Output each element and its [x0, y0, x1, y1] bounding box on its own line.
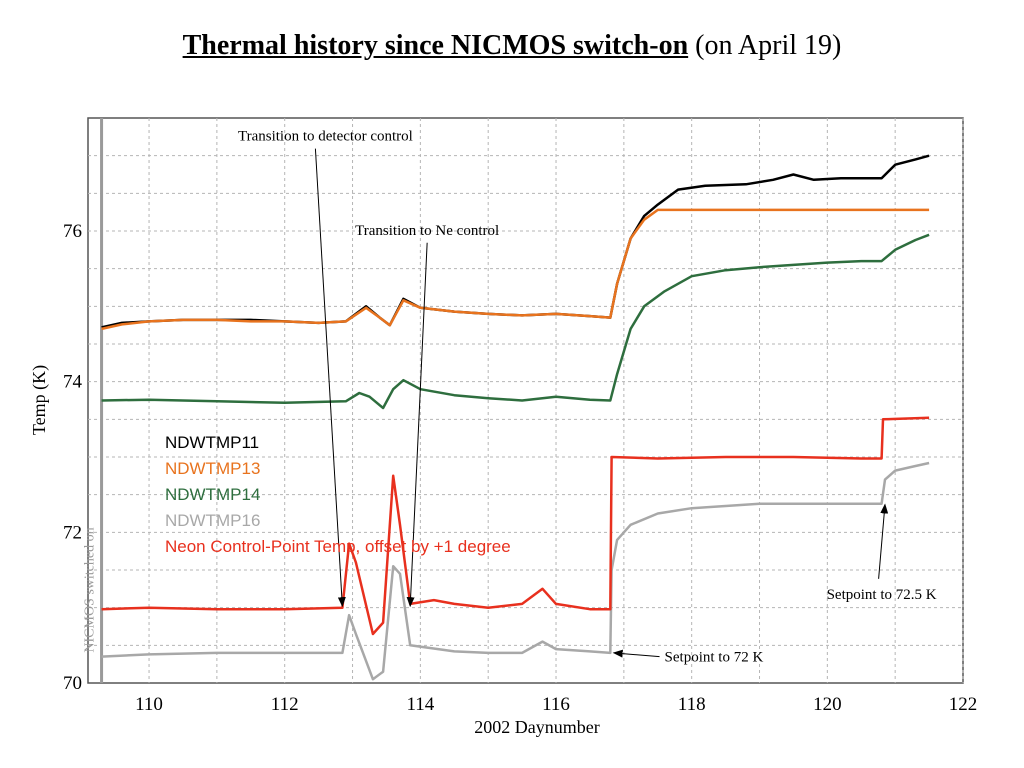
legend-entry: NDWTMP11 [165, 433, 259, 452]
x-tick-label: 114 [406, 694, 434, 715]
x-tick-label: 110 [135, 694, 163, 715]
annotation-layer: Transition to detector control Transition… [238, 129, 937, 666]
marker-layer: NICMOS switched on [83, 118, 104, 683]
tick-layer: 110 112 114 116 118 120 122 70 72 74 76 [63, 221, 977, 715]
legend-entry: NDWTMP16 [165, 511, 260, 530]
series-line [101, 208, 930, 331]
legend: NDWTMP11 NDWTMP13 NDWTMP14 NDWTMP16 Neon Con… [165, 433, 511, 556]
slide-title-main: Thermal history since NICMOS switch-on [182, 30, 689, 61]
series-line [101, 233, 930, 410]
annotation-arrow [878, 503, 889, 579]
x-tick-label: 118 [678, 694, 706, 715]
legend-entry: Neon Control-Point Temp, offset by +1 de… [165, 537, 511, 556]
series-layer [101, 154, 930, 681]
annotation-label: Setpoint to 72 K [665, 650, 764, 666]
y-axis-label: Temp (K) [29, 365, 50, 435]
x-tick-label: 120 [813, 694, 842, 715]
x-tick-label: 112 [271, 694, 299, 715]
annotation-label: Setpoint to 72.5 K [827, 587, 937, 603]
annotation-arrow [314, 148, 346, 608]
y-tick-label: 76 [63, 221, 82, 242]
slide-title-suffix: (on April 19) [688, 30, 842, 61]
legend-entry: NDWTMP14 [165, 485, 260, 504]
y-tick-label: 70 [63, 673, 82, 694]
x-tick-label: 122 [949, 694, 978, 715]
switch-on-label: NICMOS switched on [83, 527, 98, 652]
annotation-arrow [406, 242, 428, 608]
annotation-label: Transition to detector control [238, 129, 413, 145]
y-tick-label: 74 [63, 372, 83, 393]
slide-title: Thermal history since NICMOS switch-on (… [0, 30, 1024, 62]
x-axis-label: 2002 Daynumber [474, 717, 599, 737]
y-tick-label: 72 [63, 522, 82, 543]
annotation-arrow [612, 649, 660, 658]
annotation-label: Transition to Ne control [355, 223, 499, 239]
series-line [101, 461, 930, 681]
legend-entry: NDWTMP13 [165, 459, 260, 478]
series-line [101, 416, 930, 636]
x-tick-label: 116 [542, 694, 570, 715]
